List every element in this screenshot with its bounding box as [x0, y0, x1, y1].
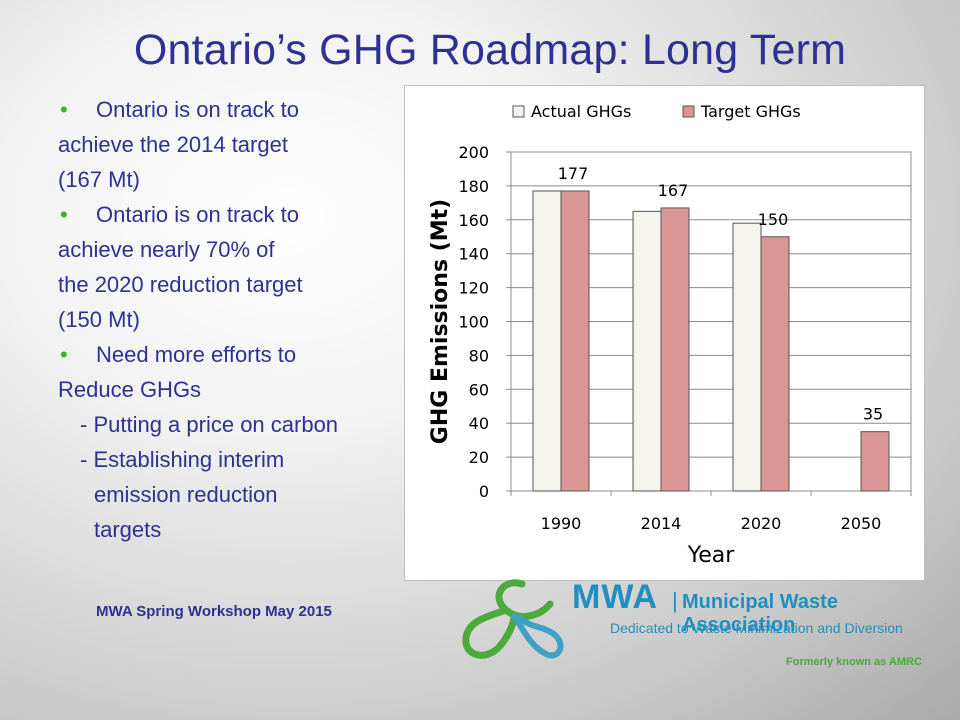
bar-target-ghgs: [860, 431, 890, 492]
bullet-line: the 2020 reduction target: [58, 267, 408, 302]
slide-title: Ontario’s GHG Roadmap: Long Term: [133, 26, 847, 74]
bullet-text: Ontario is on track to: [96, 202, 299, 227]
y-tick-label: 120: [458, 279, 489, 298]
chart-panel: 0 20 40 60 80 100 120 140 160 180 200 177 1990 167 201…: [404, 85, 925, 581]
x-tick-label: 2014: [641, 514, 682, 533]
footer-text: MWA Spring Workshop May 2015: [96, 603, 332, 620]
bullet-line: - Putting a price on carbon: [58, 407, 408, 442]
y-tick-label: 100: [458, 313, 489, 332]
logo-separator: |: [672, 588, 678, 613]
data-label: 150: [758, 210, 789, 229]
ghg-bar-chart: 0 20 40 60 80 100 120 140 160 180 200 177 1990 167 201…: [428, 102, 912, 568]
bar-target-ghgs: [660, 207, 690, 492]
bullet-text: achieve the 2014 target: [58, 132, 288, 157]
bullet-dot-icon: •: [60, 342, 68, 367]
bar-target-ghgs: [560, 190, 590, 492]
x-axis-title: Year: [687, 543, 736, 568]
y-tick-label: 20: [469, 448, 489, 467]
bullet-line: • Ontario is on track to: [58, 92, 408, 127]
x-tick-label: 2020: [741, 514, 782, 533]
bullet-text: Reduce GHGs: [58, 377, 202, 402]
y-tick-label: 40: [469, 414, 489, 433]
bullet-text: the 2020 reduction target: [58, 272, 303, 297]
bar-actual-ghgs: [532, 190, 562, 492]
bullet-text: emission reduction: [94, 482, 278, 507]
logo-name: MWA: [572, 578, 659, 616]
logo-tagline: Dedicated to Waste Minimization and Dive…: [610, 620, 903, 636]
bullet-line: (167 Mt): [58, 162, 408, 197]
y-tick-label: 180: [458, 177, 489, 196]
legend-swatch: [512, 105, 525, 118]
data-label: 177: [558, 164, 589, 183]
bullet-line: - Establishing interim: [58, 442, 408, 477]
y-axis-title: GHG Emissions (Mt): [428, 199, 453, 444]
y-tick-label: 160: [458, 211, 489, 230]
bar-target-ghgs: [760, 236, 790, 492]
logo-full-name: Municipal Waste Association: [682, 591, 838, 636]
bullet-line: emission reduction: [58, 477, 408, 512]
bullet-text: - Establishing interim: [80, 447, 285, 472]
y-tick-label: 60: [469, 380, 489, 399]
bullet-line: (150 Mt): [58, 302, 408, 337]
legend-swatch: [682, 105, 695, 118]
bullet-line: targets: [58, 512, 408, 547]
bullet-text: Need more efforts to: [96, 342, 297, 367]
bullet-text: (167 Mt): [58, 167, 140, 192]
x-tick-label: 1990: [541, 514, 582, 533]
bar-actual-ghgs: [632, 210, 662, 492]
data-label: 35: [863, 405, 883, 424]
bullet-text: Ontario is on track to: [96, 97, 299, 122]
bullet-dot-icon: •: [60, 202, 68, 227]
bullet-text: - Putting a price on carbon: [80, 412, 339, 437]
bullet-text: achieve nearly 70% of: [58, 237, 275, 262]
data-label: 167: [658, 181, 689, 200]
bullet-list: • Ontario is on track to achieve the 2014 …: [58, 92, 408, 547]
legend-label: Target GHGs: [700, 102, 801, 121]
legend-label: Actual GHGs: [531, 102, 631, 121]
y-tick-label: 200: [458, 143, 489, 162]
bullet-line: • Ontario is on track to: [58, 197, 408, 232]
bullet-line: • Need more efforts to: [58, 337, 408, 372]
y-tick-label: 80: [469, 346, 489, 365]
bullet-line: Reduce GHGs: [58, 372, 408, 407]
y-tick-label: 140: [458, 245, 489, 264]
bullet-line: achieve the 2014 target: [58, 127, 408, 162]
bar-actual-ghgs: [732, 222, 762, 492]
x-tick-label: 2050: [841, 514, 882, 533]
bullet-text: targets: [94, 517, 162, 542]
bullet-line: achieve nearly 70% of: [58, 232, 408, 267]
logo-formerly: Formerly known as AMRC: [786, 656, 922, 668]
bullet-text: (150 Mt): [58, 307, 140, 332]
bullet-dot-icon: •: [60, 97, 68, 122]
y-tick-label: 0: [479, 482, 489, 501]
mwa-logo: MWA | Municipal Waste Association Dedica…: [460, 574, 930, 674]
logo-emblem-icon: [462, 579, 564, 659]
